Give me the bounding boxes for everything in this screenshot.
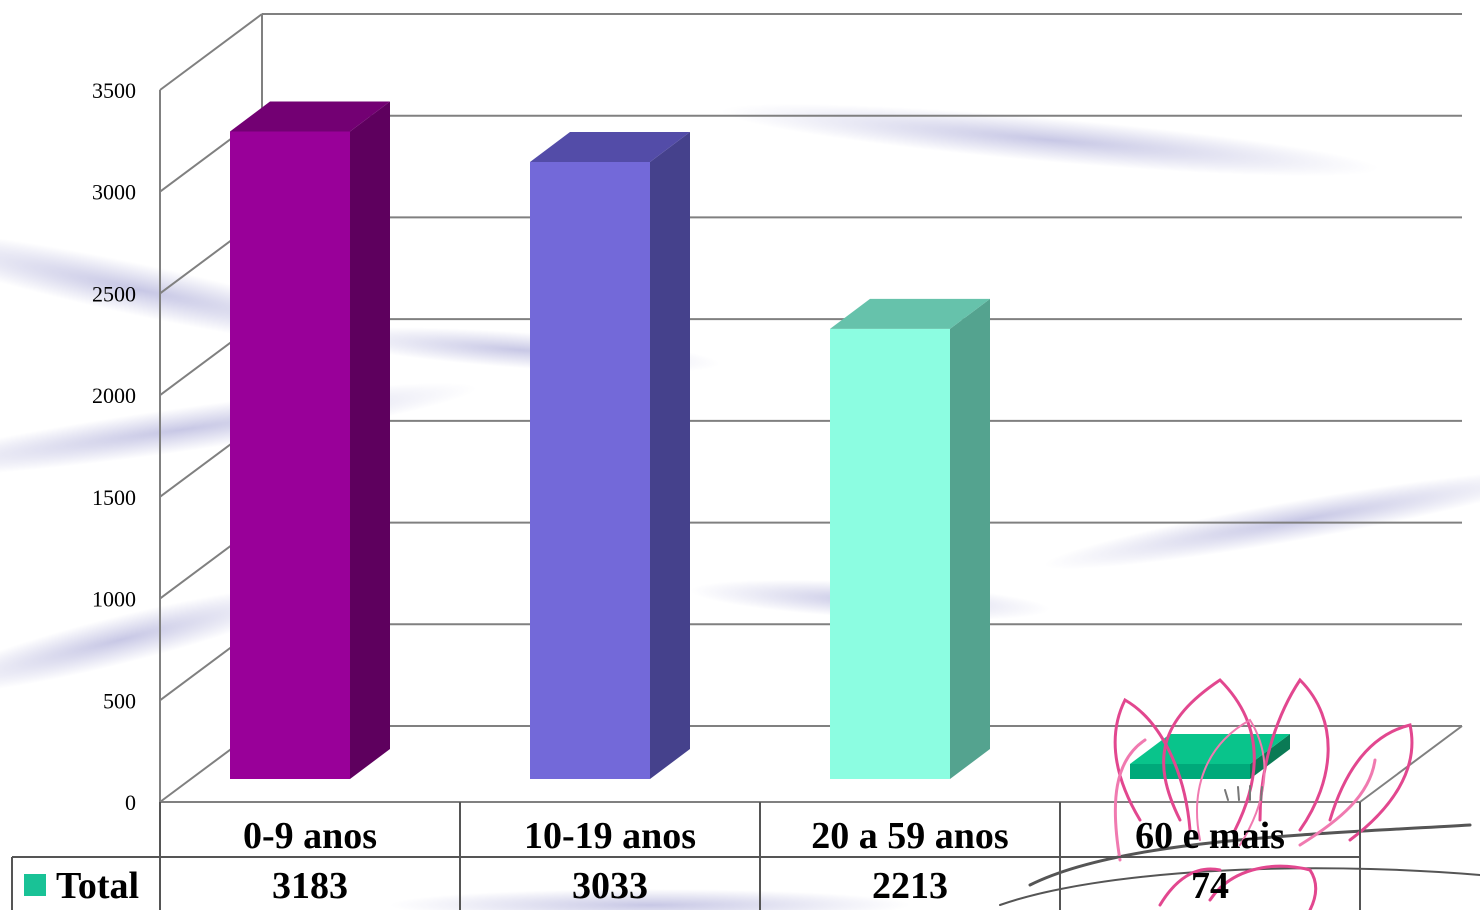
bar-2 [830,298,990,779]
category-label: 60 e mais [1135,815,1285,857]
background-streaks [0,103,1480,910]
legend-series-label: Total [56,865,139,907]
bar-front [1130,763,1250,779]
floor-right-edge [1359,725,1463,803]
bar-front [230,131,350,779]
bar-front [530,162,650,779]
data-value-label: 2213 [872,865,948,907]
y-tick-label: 0 [125,790,136,815]
y-tick-label: 3500 [92,78,136,103]
bar-side [1250,733,1290,779]
bar-side [350,101,390,779]
bar-1 [530,132,690,779]
gridline-side [159,13,263,91]
data-value-label: 74 [1191,865,1229,907]
lotus-logo [999,677,1480,910]
y-tick-label: 2500 [92,281,136,306]
y-tick-label: 500 [103,688,136,713]
bar-top [230,101,390,132]
y-tick-label: 1000 [92,587,136,612]
bar-top [830,298,990,329]
data-value-label: 3183 [272,865,348,907]
bar-3 [1130,733,1290,779]
data-table: 0-9 anos 3183 10-19 anos 3033 20 a 59 anos 22… [11,802,1361,910]
y-axis: 0 500 1000 1500 2000 2500 3000 3500 [92,78,136,815]
y-tick-label: 2000 [92,383,136,408]
category-label: 20 a 59 anos [811,815,1008,857]
bars [230,101,1290,779]
y-tick-label: 3000 [92,180,136,205]
legend-swatch [24,874,46,896]
bar-top [1130,733,1290,764]
category-label: 10-19 anos [524,815,696,857]
bar-side [650,132,690,779]
category-label: 0-9 anos [243,815,377,857]
bar-top [530,132,690,163]
y-tick-label: 1500 [92,485,136,510]
bar-0 [230,101,390,779]
bar-side [950,298,990,779]
bar-front [830,328,950,779]
data-value-label: 3033 [572,865,648,907]
